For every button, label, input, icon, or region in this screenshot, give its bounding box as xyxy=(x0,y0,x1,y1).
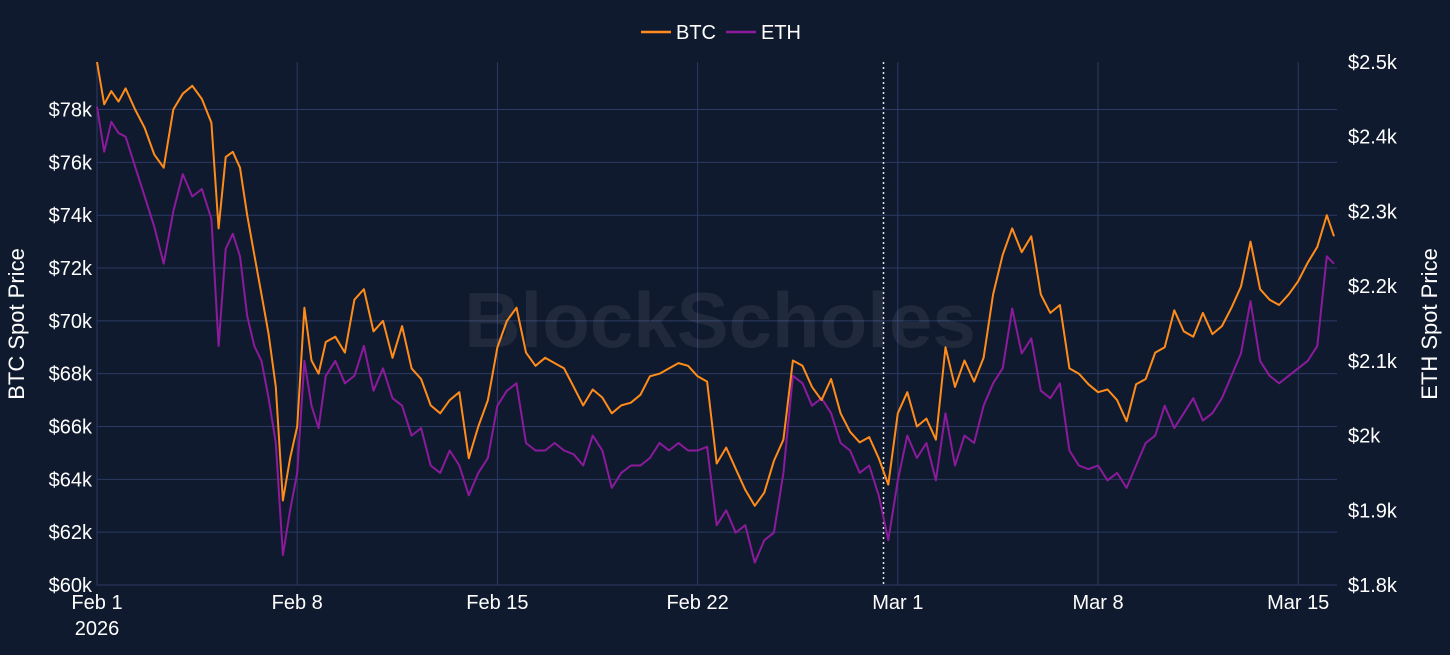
left-axis-tick-label: $60k xyxy=(49,575,93,597)
left-axis-tick-label: $64k xyxy=(49,469,93,491)
right-axis-tick-label: $2.4k xyxy=(1348,127,1398,149)
left-axis-tick-label: $74k xyxy=(49,205,93,227)
x-axis-tick-sublabel: 2026 xyxy=(75,618,120,640)
watermark-text: BlockScholes xyxy=(464,276,976,364)
left-axis-tick-label: $66k xyxy=(49,417,93,439)
series-lines xyxy=(96,61,1335,564)
right-axis-tick-label: $2.5k xyxy=(1348,52,1398,74)
left-axis-tick-label: $68k xyxy=(49,364,93,386)
legend-label-eth: ETH xyxy=(761,22,801,44)
left-axis-title: BTC Spot Price xyxy=(4,248,29,400)
series-line-btc xyxy=(96,61,1335,507)
right-axis-tick-label: $2.1k xyxy=(1348,351,1398,373)
x-axis-tick-label: Feb 1 xyxy=(71,592,122,614)
x-axis-tick-label: Mar 8 xyxy=(1072,592,1123,614)
right-axis-tick-label: $2k xyxy=(1348,426,1381,448)
x-axis-tick-label: Feb 8 xyxy=(272,592,323,614)
x-axis: Feb 1 2026 Feb 8 Feb 15 Feb 22 Mar 1 Mar 8 Mar … xyxy=(71,592,1329,640)
left-axis-tick-label: $78k xyxy=(49,100,93,122)
x-axis-tick-label: Feb 22 xyxy=(666,592,728,614)
x-axis-tick-label: Mar 15 xyxy=(1267,592,1329,614)
right-axis: $1.8k $1.9k $2k $2.1k $2.2k $2.3k $2.4k $2.5k xyxy=(1348,52,1398,597)
right-axis-tick-label: $2.3k xyxy=(1348,201,1398,223)
right-axis-tick-label: $1.9k xyxy=(1348,500,1398,522)
left-axis-tick-label: $62k xyxy=(49,522,93,544)
x-axis-tick-label: Feb 15 xyxy=(466,592,528,614)
series-line-eth xyxy=(96,106,1335,564)
legend: BTC ETH xyxy=(641,22,801,44)
legend-label-btc: BTC xyxy=(676,22,716,44)
right-axis-tick-label: $2.2k xyxy=(1348,276,1398,298)
left-axis-tick-label: $70k xyxy=(49,311,93,333)
right-axis-tick-label: $1.8k xyxy=(1348,575,1398,597)
left-axis: $60k $62k $64k $66k $68k $70k $72k $74k $76k $78k xyxy=(49,100,93,597)
x-axis-tick-label: Mar 1 xyxy=(872,592,923,614)
left-axis-tick-label: $72k xyxy=(49,258,93,280)
left-axis-tick-label: $76k xyxy=(49,152,93,174)
right-axis-title: ETH Spot Price xyxy=(1417,248,1442,400)
